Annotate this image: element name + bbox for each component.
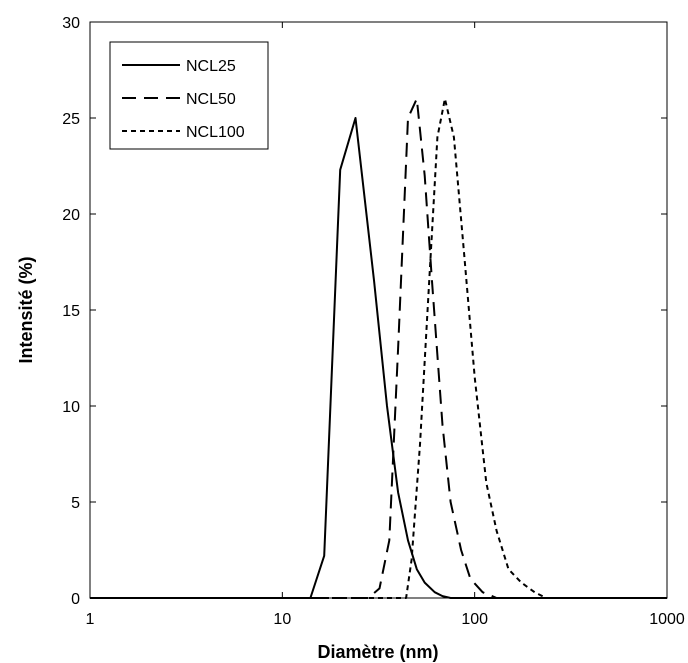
- y-tick-label: 25: [62, 111, 80, 128]
- x-axis-title: Diamètre (nm): [317, 642, 438, 662]
- y-tick-label: 20: [62, 207, 80, 224]
- x-tick-label: 100: [461, 611, 488, 628]
- y-axis-title: Intensité (%): [16, 256, 36, 363]
- y-tick-label: 10: [62, 399, 80, 416]
- legend: NCL25 NCL50 NCL100: [109, 41, 269, 150]
- x-tick-label: 10: [273, 611, 291, 628]
- axis-ticks: 1 10 100 1000 0 5 10 15 20 25 30: [62, 15, 685, 628]
- series-line-ncl50: [90, 97, 667, 599]
- legend-label-ncl50: NCL50: [186, 91, 236, 108]
- legend-label-ncl100: NCL100: [186, 124, 245, 141]
- y-tick-label: 5: [71, 495, 80, 512]
- y-tick-label: 15: [62, 303, 80, 320]
- series-line-ncl100: [90, 97, 667, 599]
- x-tick-label: 1: [86, 611, 95, 628]
- series-line-ncl25: [90, 117, 667, 599]
- series-group: [90, 97, 667, 599]
- y-tick-label: 0: [71, 591, 80, 608]
- x-tick-label: 1000: [649, 611, 685, 628]
- legend-label-ncl25: NCL25: [186, 58, 236, 75]
- y-tick-label: 30: [62, 15, 80, 32]
- legend-box: [109, 41, 269, 150]
